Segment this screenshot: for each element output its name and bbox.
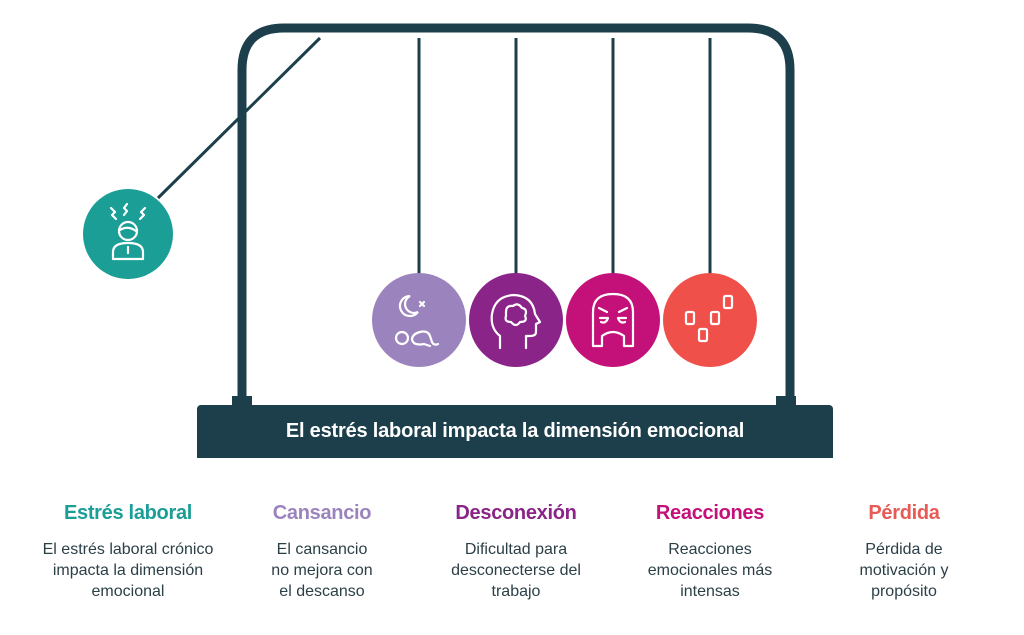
item-heading: Cansancio — [272, 502, 372, 524]
item-heading: Pérdida — [868, 502, 940, 524]
item-heading: Desconexión — [455, 502, 577, 524]
sleepless-tired-icon — [394, 294, 440, 348]
item-perdida: Pérdida Pérdida de motivación y propósit… — [809, 502, 999, 602]
item-heading: Reacciones — [655, 502, 765, 524]
frame-foot-left — [232, 396, 252, 405]
item-desconexion: Desconexión Dificultad para desconecters… — [421, 502, 611, 602]
item-description: El estrés laboral crónico impacta la dim… — [42, 541, 214, 600]
item-description: Pérdida de motivación y propósito — [859, 541, 949, 600]
stressed-person-icon — [109, 202, 147, 261]
ball-desconexion — [469, 273, 563, 367]
cradle-base-banner: El estrés laboral impacta la dimensión e… — [197, 405, 833, 458]
ball-cansancio — [372, 273, 466, 367]
frame-foot-right — [776, 396, 796, 405]
string-left — [156, 36, 322, 200]
banner-title: El estrés laboral impacta la dimensión e… — [285, 420, 745, 442]
item-cansancio: Cansancio El cansancio no mejora con el … — [227, 502, 417, 602]
ball-reacciones — [566, 273, 660, 367]
item-reacciones: Reacciones Reacciones emocionales más in… — [615, 502, 805, 602]
ball-estres — [83, 189, 173, 279]
strings — [156, 36, 712, 274]
head-confusion-icon — [490, 293, 542, 350]
ball-perdida — [663, 273, 757, 367]
item-description: Dificultad para desconecterse del trabaj… — [451, 541, 581, 600]
scattered-blocks-icon — [684, 294, 734, 343]
item-description: El cansancio no mejora con el descanso — [271, 541, 373, 600]
item-description: Reacciones emocionales más intensas — [647, 541, 773, 600]
item-heading: Estrés laboral — [63, 502, 193, 524]
angry-face-icon — [591, 292, 635, 348]
item-estres-laboral: Estrés laboral El estrés laboral crónico… — [33, 502, 223, 602]
cradle-frame — [237, 23, 795, 398]
